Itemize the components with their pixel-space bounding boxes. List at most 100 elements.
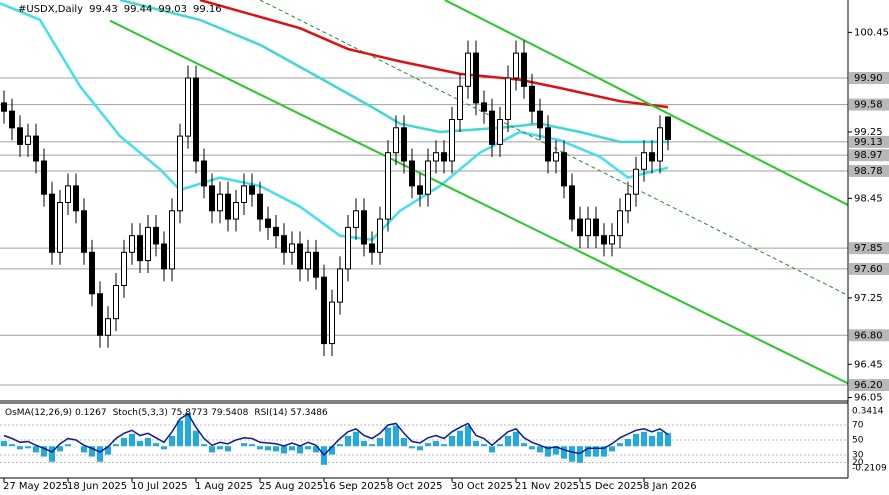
osma-bar: [457, 430, 463, 447]
osma-bar: [601, 446, 607, 457]
level-label: 96.20: [854, 380, 883, 391]
candle-body: [553, 152, 559, 162]
candle-body: [17, 127, 23, 145]
indicator-panel: [0, 412, 848, 465]
osma-bar: [465, 425, 471, 447]
candle-body: [569, 185, 575, 220]
osma-bar: [585, 446, 591, 457]
osma-bar: [153, 443, 159, 447]
rsi-line: [3, 412, 669, 457]
osma-bar: [497, 444, 503, 447]
osma-bar: [105, 446, 111, 455]
candle-body: [233, 201, 239, 220]
candle-body: [633, 168, 639, 195]
level-label: 99.58: [854, 100, 883, 111]
candle-body: [129, 235, 135, 253]
osma-bar: [377, 437, 383, 447]
osma-bar: [41, 446, 47, 457]
osma-bar: [665, 433, 671, 447]
osma-bar: [121, 437, 127, 447]
osma-bar: [409, 446, 415, 449]
candle-body: [161, 243, 167, 270]
candle-body: [209, 185, 215, 212]
candle-body: [377, 218, 383, 253]
level-label: 99.13: [854, 137, 883, 148]
candle-body: [249, 185, 255, 195]
osma-bar: [473, 441, 479, 447]
indicator-name: RSI(14): [254, 408, 287, 418]
candle-body: [537, 110, 543, 129]
osma-bar: [433, 441, 439, 447]
candle-body: [545, 127, 551, 162]
level-label-box: [849, 149, 889, 162]
x-tick-label: 21 Nov 2025: [515, 481, 579, 492]
level-label-box: [849, 242, 889, 255]
indicator-value: 79.5408: [211, 408, 248, 418]
osma-bar: [241, 443, 247, 447]
x-tick-label: 30 Oct 2025: [451, 481, 513, 492]
moving-average: [119, 0, 668, 144]
osma-bar: [313, 446, 319, 453]
x-tick-label: 18 Jun 2025: [67, 481, 127, 492]
osma-bar: [345, 435, 351, 447]
osma-bar: [593, 446, 599, 457]
osma-bar: [657, 431, 663, 447]
osma-bar: [249, 444, 255, 447]
candle-body: [657, 127, 663, 162]
osma-bar: [33, 446, 39, 453]
x-tick-label: 10 Jul 2025: [131, 481, 188, 492]
candle-body: [329, 301, 335, 345]
osma-bar: [209, 446, 215, 453]
candle-body: [97, 293, 103, 336]
osma-bar: [401, 437, 407, 447]
osma-bar: [569, 446, 575, 462]
osma-bar: [273, 446, 279, 452]
osma-bar: [1, 441, 7, 447]
candle-body: [81, 210, 87, 253]
candle-body: [353, 210, 359, 228]
candle-body: [417, 185, 423, 195]
candle-body: [561, 152, 567, 187]
osc-tick-label: 70: [852, 421, 864, 431]
y-tick-label: 98.45: [854, 193, 883, 204]
trendline: [444, 0, 848, 206]
candle-body: [457, 85, 463, 121]
y-tick-label: 96.05: [854, 393, 883, 404]
candle-body: [49, 193, 55, 253]
osma-bar: [369, 444, 375, 447]
candle-body: [337, 268, 343, 303]
osma-bar: [529, 446, 535, 450]
osma-bar: [305, 446, 311, 450]
osma-bar: [505, 435, 511, 447]
candle-body: [641, 152, 647, 170]
candle-body: [529, 85, 535, 112]
candle-body: [393, 127, 399, 154]
osma-bar: [353, 431, 359, 447]
candle-body: [177, 135, 183, 212]
osc-tick-label: 20: [852, 458, 864, 468]
osma-bar: [161, 446, 167, 450]
candle-body: [425, 160, 431, 195]
level-label-box: [849, 72, 889, 85]
y-tick-label: 99.25: [854, 127, 883, 138]
level-label-box: [849, 329, 889, 342]
candle-body: [153, 226, 159, 245]
y-tick-label: 97.25: [854, 293, 883, 304]
indicator-name: OsMA(12,26,9): [5, 408, 72, 418]
candle-body: [41, 160, 47, 195]
candle-body: [585, 218, 591, 237]
osma-bar: [25, 446, 31, 449]
osma-bar: [537, 446, 543, 453]
osma-bar: [89, 446, 95, 457]
chart-header: #USDX,Daily 99.43 99.44 99.03 99.16: [18, 4, 222, 15]
osma-bar: [49, 446, 55, 462]
candle-body: [601, 235, 607, 245]
osma-bar: [257, 446, 263, 450]
candle-body: [409, 160, 415, 187]
candle-body: [33, 135, 39, 162]
x-tick-label: 8 Jan 2026: [643, 481, 697, 492]
level-label-box: [849, 135, 889, 148]
candle-body: [9, 110, 15, 129]
candle-body: [89, 251, 95, 295]
